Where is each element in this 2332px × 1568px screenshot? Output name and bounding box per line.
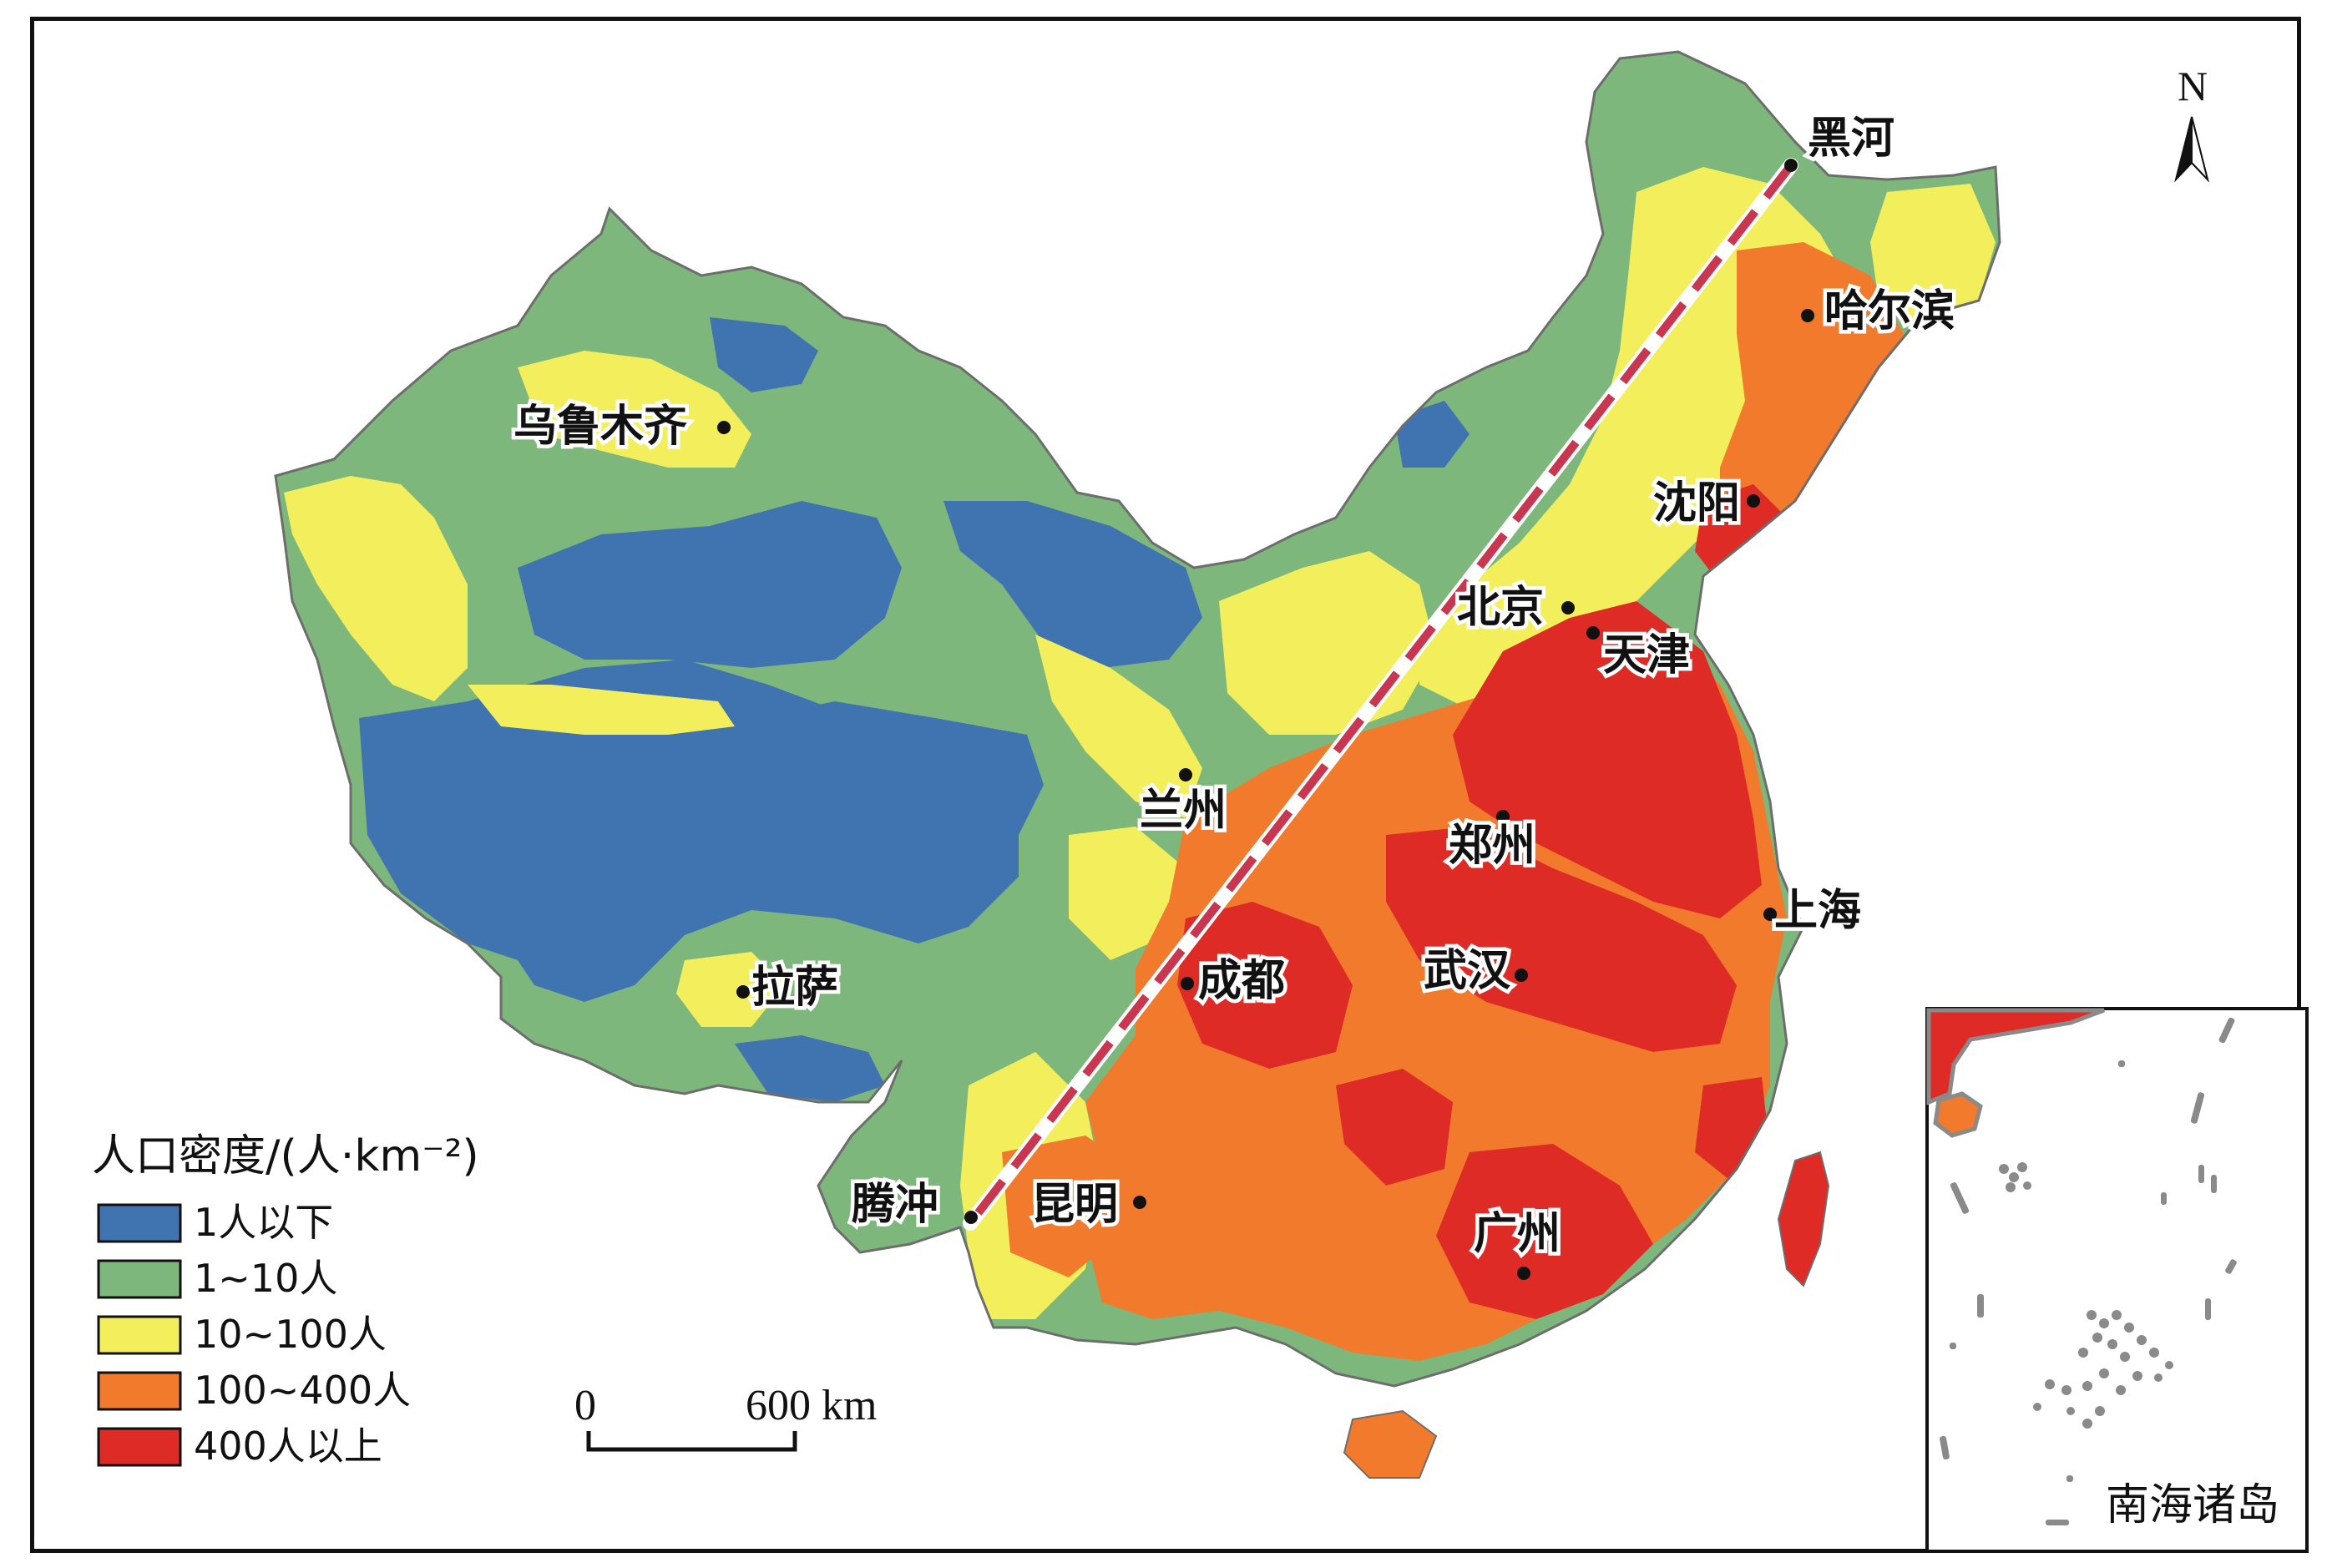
density-red-pearl-river (1436, 1144, 1653, 1319)
density-regions (284, 167, 1996, 1361)
south-sea-inset: 南海诸岛 (1925, 1007, 2309, 1553)
city-label-shenyang: 沈阳 (1653, 478, 1740, 529)
city-label-chengdu: 成都 (1198, 956, 1285, 1006)
city-label-zhengzhou: 郑州 (1449, 821, 1535, 871)
scale-bar-end-label: 600 km (746, 1382, 877, 1429)
city-dot-tengchong (964, 1211, 978, 1224)
inset-label: 南海诸岛 (2106, 1480, 2279, 1530)
density-red-north-china-plain (1453, 601, 1762, 918)
legend-swatch-4 (97, 1371, 182, 1411)
legend-item-2: 1~10人 (97, 1256, 337, 1301)
city-label-shanghai: 上海 (1774, 886, 1861, 936)
legend-label-3: 10~100人 (194, 1312, 387, 1357)
legend-label-2: 1~10人 (194, 1256, 337, 1301)
city-dot-lasa (736, 985, 750, 999)
city-dot-heihe (1784, 159, 1798, 172)
density-yellow-tarim-rim (468, 685, 735, 735)
legend-label-4: 100~400人 (194, 1368, 411, 1413)
density-red-hunan (1336, 1069, 1453, 1186)
city-label-tengchong: 腾冲 (852, 1180, 938, 1230)
density-yellow-hexi (1035, 635, 1202, 818)
city-label-kunming: 昆明 (1031, 1180, 1118, 1230)
legend-swatch-3 (97, 1315, 182, 1355)
hu-dividing-line-dashed (967, 162, 1794, 1227)
legend-label-5: 400人以上 (194, 1424, 382, 1469)
city-dot-chengdu (1181, 977, 1194, 990)
city-dot-haerbin (1801, 309, 1814, 322)
density-blue-gobi (943, 501, 1202, 668)
density-red-sichuan-basin (1177, 902, 1353, 1069)
inset-coastline (1926, 1008, 2105, 1105)
city-dot-wulumuqi (717, 421, 731, 434)
density-yellow-xinjiang-west (284, 476, 468, 701)
density-blue-tarim-basin (518, 501, 902, 668)
density-blue-north-border (710, 317, 818, 392)
density-blue-qaidam (751, 701, 1044, 835)
legend-item-3: 10~100人 (97, 1312, 387, 1357)
inset-hainan (1933, 1091, 1983, 1138)
city-label-wuhan: 武汉 (1424, 946, 1511, 996)
legend-item-1: 1人以下 (97, 1200, 333, 1245)
city-dot-zhengzhou (1496, 810, 1510, 823)
city-label-heihe: 黑河 (1808, 114, 1894, 164)
density-yellow-northeast-east (1870, 184, 1996, 334)
density-red-central (1386, 827, 1737, 1052)
city-label-beijing: 北京 (1457, 583, 1544, 633)
scale-bar-line (586, 1431, 797, 1452)
inset-frame (1925, 1007, 2309, 1553)
city-labels: 黑河 哈尔滨 沈阳 北京 天津 乌鲁木齐 兰州 郑州 上海 成都 武汉 拉萨 腾… (510, 110, 1959, 1263)
legend-swatch-2 (97, 1259, 182, 1299)
density-orange-northeast (1720, 242, 1904, 534)
city-dot-guangzhou (1517, 1267, 1530, 1280)
city-dot-shanghai (1763, 908, 1777, 921)
city-dot-kunming (1133, 1196, 1146, 1209)
city-dot-beijing (1561, 601, 1575, 615)
density-blue-inner-mongolia (1394, 401, 1470, 468)
legend-item-5: 400人以上 (97, 1424, 382, 1469)
city-label-lanzhou: 兰州 (1140, 786, 1227, 836)
hainan-island (1343, 1409, 1438, 1479)
city-label-guangzhou: 广州 (1474, 1209, 1561, 1259)
city-label-wulumuqi: 乌鲁木齐 (513, 402, 687, 452)
city-label-tianjin: 天津 (1603, 630, 1690, 680)
city-dot-lanzhou (1179, 768, 1192, 781)
density-yellow-xinjiang-north (518, 351, 751, 468)
scale-bar: 0 600 km (574, 1382, 877, 1452)
density-orange-kunming (1002, 1136, 1136, 1277)
city-dot-tianjin (1586, 626, 1600, 640)
density-blue-tibet-south-strip (735, 1035, 885, 1102)
city-label-haerbin: 哈尔滨 (1824, 286, 1955, 336)
scale-bar-start-label: 0 (574, 1382, 596, 1429)
legend-swatch-5 (97, 1427, 182, 1467)
legend-label-1: 1人以下 (194, 1200, 333, 1245)
north-arrow: N (2174, 63, 2209, 183)
legend: 人口密度/(人·km⁻²) 1人以下 1~10人 10~100人 100~400… (92, 1131, 479, 1469)
inset-islands (1940, 1017, 2237, 1525)
density-yellow-lasa (676, 952, 785, 1027)
north-arrow-label: N (2178, 63, 2208, 109)
city-label-lasa: 拉萨 (751, 963, 838, 1013)
city-dots (717, 159, 1814, 1280)
city-dot-wuhan (1515, 969, 1528, 982)
legend-item-4: 100~400人 (97, 1368, 411, 1413)
taiwan-island (1777, 1151, 1830, 1287)
legend-swatch-1 (97, 1203, 182, 1243)
city-dot-shenyang (1747, 494, 1760, 508)
legend-title: 人口密度/(人·km⁻²) (92, 1131, 479, 1181)
